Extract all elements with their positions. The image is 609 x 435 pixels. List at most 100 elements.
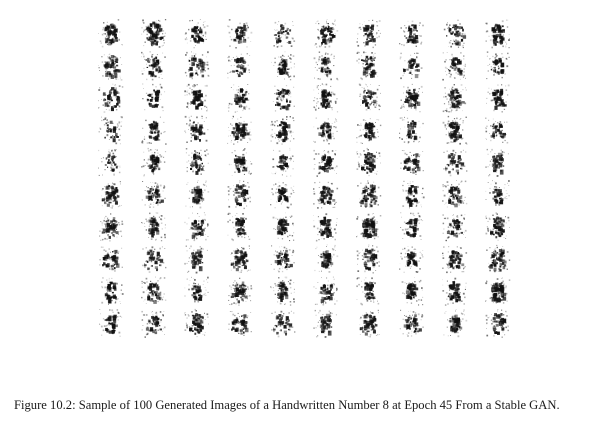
generated-sample-image xyxy=(313,149,338,177)
generated-sample-image xyxy=(442,277,467,306)
generated-sample-image xyxy=(270,116,295,145)
generated-sample-image xyxy=(313,213,338,242)
generated-sample-image xyxy=(485,180,510,206)
generated-sample-image xyxy=(313,309,337,338)
generated-sample-image xyxy=(402,180,425,209)
generated-sample-image xyxy=(184,245,208,274)
generated-sample-image xyxy=(228,148,253,176)
generated-sample-image xyxy=(313,276,338,306)
generated-sample-image xyxy=(313,117,338,145)
generated-sample-image xyxy=(227,84,251,113)
generated-sample-image xyxy=(443,149,468,177)
generated-sample-image xyxy=(142,246,167,273)
generated-sample-image xyxy=(141,51,166,81)
generated-sample-image xyxy=(356,277,380,306)
generated-sample-image xyxy=(141,181,166,208)
generated-sample-image xyxy=(98,149,121,176)
generated-sample-image xyxy=(271,310,296,338)
generated-sample-image xyxy=(228,311,252,336)
generated-sample-image xyxy=(227,53,251,79)
generated-sample-image xyxy=(141,116,167,145)
generated-sample-image xyxy=(356,118,382,144)
generated-sample-image xyxy=(486,244,511,273)
generated-sample-image xyxy=(184,19,209,49)
generated-sample-image xyxy=(486,51,510,80)
generated-sample-image xyxy=(356,51,379,81)
generated-sample-image xyxy=(399,20,424,47)
generated-sample-image xyxy=(400,150,424,175)
generated-sample-image xyxy=(141,147,167,177)
generated-sample-image xyxy=(356,244,380,274)
generated-sample-image xyxy=(399,116,424,144)
generated-sample-image xyxy=(313,181,339,209)
generated-sample-image xyxy=(271,147,294,177)
generated-sample-image xyxy=(313,51,339,81)
generated-sample-image xyxy=(99,213,124,242)
generated-sample-image xyxy=(230,245,251,273)
generated-sample-image xyxy=(141,310,166,338)
generated-sample-image xyxy=(184,276,209,303)
generated-sample-image xyxy=(185,180,210,209)
sample-image-grid xyxy=(98,19,511,338)
figure-caption-text: Sample of 100 Generated Images of a Hand… xyxy=(78,398,560,412)
generated-sample-image xyxy=(399,52,423,80)
generated-sample-image xyxy=(99,309,123,337)
generated-sample-image xyxy=(486,84,510,113)
generated-sample-image xyxy=(443,309,468,338)
figure-label: Figure 10.2: xyxy=(14,398,76,412)
generated-sample-image xyxy=(98,83,124,113)
generated-sample-image xyxy=(184,212,209,242)
generated-sample-image xyxy=(356,213,382,240)
generated-sample-image xyxy=(99,246,123,272)
generated-sample-image xyxy=(228,277,253,306)
generated-sample-image xyxy=(101,277,124,305)
generated-sample-image xyxy=(399,246,424,273)
generated-sample-image xyxy=(400,212,424,240)
generated-sample-image xyxy=(141,19,167,48)
generated-sample-image xyxy=(442,84,467,113)
generated-sample-image xyxy=(399,309,424,337)
generated-sample-image xyxy=(485,148,509,177)
generated-sample-image xyxy=(401,277,424,306)
generated-sample-image xyxy=(442,214,467,242)
generated-sample-image xyxy=(270,181,295,209)
generated-sample-image xyxy=(356,147,381,177)
generated-sample-image xyxy=(98,116,123,145)
generated-sample-image xyxy=(314,19,339,48)
generated-sample-image xyxy=(270,276,295,306)
generated-sample-image xyxy=(141,212,166,242)
generated-sample-image xyxy=(271,51,295,81)
generated-sample-image xyxy=(313,83,339,113)
generated-sample-image xyxy=(443,19,467,49)
generated-sample-image xyxy=(98,53,123,81)
generated-sample-image xyxy=(184,115,209,143)
generated-sample-image xyxy=(272,85,295,112)
generated-sample-image xyxy=(485,309,509,338)
generated-sample-image xyxy=(227,19,253,49)
generated-sample-image xyxy=(142,83,166,112)
generated-sample-image xyxy=(184,51,210,80)
generated-sample-image xyxy=(314,244,339,273)
generated-sample-image xyxy=(270,245,295,273)
generated-samples-figure xyxy=(98,19,511,338)
generated-sample-image xyxy=(141,276,167,304)
generated-sample-image xyxy=(185,148,209,175)
generated-sample-image xyxy=(442,52,466,81)
generated-sample-image xyxy=(227,180,251,210)
generated-sample-image xyxy=(442,115,468,145)
generated-sample-image xyxy=(485,212,510,241)
generated-sample-image xyxy=(98,19,123,48)
generated-sample-image xyxy=(227,212,251,242)
generated-sample-image xyxy=(358,83,381,111)
generated-sample-image xyxy=(442,246,468,274)
generated-sample-image xyxy=(101,181,122,209)
generated-sample-image xyxy=(356,19,381,49)
generated-sample-image xyxy=(227,115,252,145)
generated-sample-image xyxy=(359,309,380,338)
generated-sample-image xyxy=(184,83,208,112)
generated-sample-image xyxy=(184,308,209,338)
generated-sample-image xyxy=(273,21,296,48)
generated-sample-image xyxy=(400,83,423,113)
generated-sample-image xyxy=(442,180,468,208)
figure-caption: Figure 10.2: Sample of 100 Generated Ima… xyxy=(14,397,599,413)
